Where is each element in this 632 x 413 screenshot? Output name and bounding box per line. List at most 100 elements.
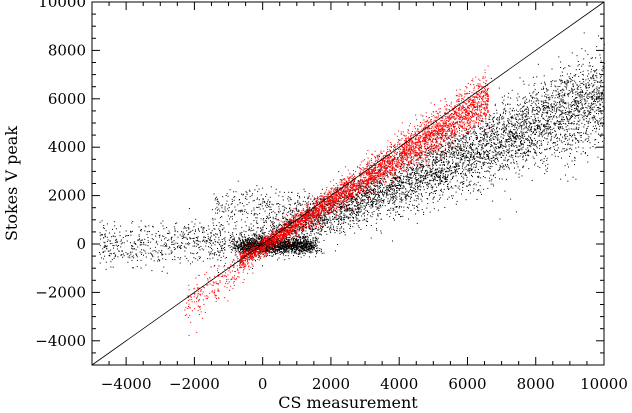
series-black-point — [282, 215, 284, 217]
series-black-point — [359, 207, 361, 209]
series-black-point — [367, 214, 369, 216]
series-black-point — [566, 116, 568, 118]
series-black-point — [547, 125, 549, 127]
series-black-point — [436, 161, 438, 163]
series-black-point — [467, 150, 469, 152]
series-black-point — [406, 159, 408, 161]
series-black-point — [544, 126, 546, 128]
series-black-point — [599, 134, 601, 136]
series-black-point — [518, 173, 520, 175]
series-black-point — [545, 132, 547, 134]
series-black-point — [544, 92, 546, 93]
series-black-point — [591, 108, 593, 110]
series-black-point — [377, 213, 379, 215]
series-black-point — [558, 128, 560, 130]
series-black-point — [579, 91, 581, 93]
series-black-point — [517, 166, 519, 168]
series-black-point — [334, 204, 336, 205]
series-black-point — [533, 128, 535, 130]
series-black-point — [408, 168, 410, 170]
series-black-point — [317, 221, 319, 223]
series-black-point — [402, 181, 404, 183]
series-black-point — [525, 155, 527, 157]
series-black-point — [570, 116, 572, 118]
series-black-point — [442, 174, 444, 176]
series-black-point — [538, 102, 539, 104]
series-black-point — [316, 221, 318, 223]
series-black-point — [403, 153, 405, 155]
series-black-point — [470, 156, 472, 158]
series-black-point — [324, 217, 325, 219]
series-black-point — [303, 236, 305, 238]
series-black-point — [387, 198, 389, 200]
series-black-point — [513, 137, 515, 139]
series-black-point — [580, 91, 582, 93]
series-black-point — [518, 127, 520, 129]
series-black-point — [403, 165, 405, 167]
series-black-point — [506, 160, 508, 162]
series-black-point — [507, 141, 509, 142]
series-black-point — [470, 167, 472, 169]
series-black-point — [602, 123, 604, 125]
series-black-point — [493, 116, 495, 118]
series-black-point — [314, 222, 316, 224]
series-black-point — [437, 154, 439, 156]
series-black-point — [450, 166, 451, 168]
series-black-point — [530, 128, 532, 130]
series-black-point — [462, 137, 464, 139]
series-black-point — [415, 177, 417, 178]
series-black-point — [394, 186, 396, 187]
series-black-point — [552, 115, 554, 117]
series-black-point — [467, 132, 469, 134]
series-black-point — [465, 137, 467, 139]
series-black-point — [357, 195, 359, 197]
series-black-point — [522, 80, 524, 82]
series-black-point — [537, 98, 539, 100]
series-black-point — [461, 165, 463, 167]
series-black-point — [460, 138, 462, 140]
series-black-point — [401, 182, 403, 184]
series-black-point — [487, 170, 489, 172]
series-black-point — [349, 200, 351, 202]
series-black-point — [561, 120, 563, 122]
series-black-point — [412, 204, 413, 206]
series-black-point — [516, 163, 518, 165]
series-black-point — [343, 204, 345, 205]
series-black-point — [394, 219, 395, 221]
series-black-point — [529, 145, 530, 147]
series-black-point — [291, 220, 293, 222]
series-black-point — [418, 174, 420, 176]
series-black-point — [468, 152, 470, 154]
series-black-point — [390, 194, 392, 196]
series-black-point — [477, 153, 478, 154]
series-black-point — [546, 132, 548, 134]
series-black-point — [514, 118, 516, 120]
series-black-point — [478, 126, 479, 128]
series-black-point — [550, 133, 552, 135]
series-black-point — [515, 124, 517, 126]
series-black-point — [432, 168, 434, 170]
series-black-point — [502, 134, 504, 136]
series-black-point — [419, 184, 421, 186]
series-black-point — [530, 95, 532, 97]
series-black-point — [493, 113, 495, 114]
series-black-point — [447, 183, 449, 185]
series-black-point — [501, 144, 503, 145]
series-black-point — [535, 100, 537, 102]
series-black-point — [498, 151, 500, 153]
series-black-point — [593, 79, 595, 81]
series-black-point — [288, 236, 290, 238]
series-black-point — [336, 219, 338, 221]
series-black-point — [458, 151, 460, 153]
series-black-point — [450, 173, 452, 174]
series-black-point — [487, 154, 489, 156]
series-black-point — [382, 173, 384, 175]
series-black-point — [366, 197, 368, 199]
series-black-point — [584, 113, 586, 115]
series-black-point — [433, 179, 435, 181]
series-black-point — [332, 216, 333, 218]
series-black-point — [428, 139, 430, 141]
series-black-point — [362, 219, 364, 221]
series-black-point — [490, 144, 492, 145]
series-black-point — [392, 180, 394, 182]
